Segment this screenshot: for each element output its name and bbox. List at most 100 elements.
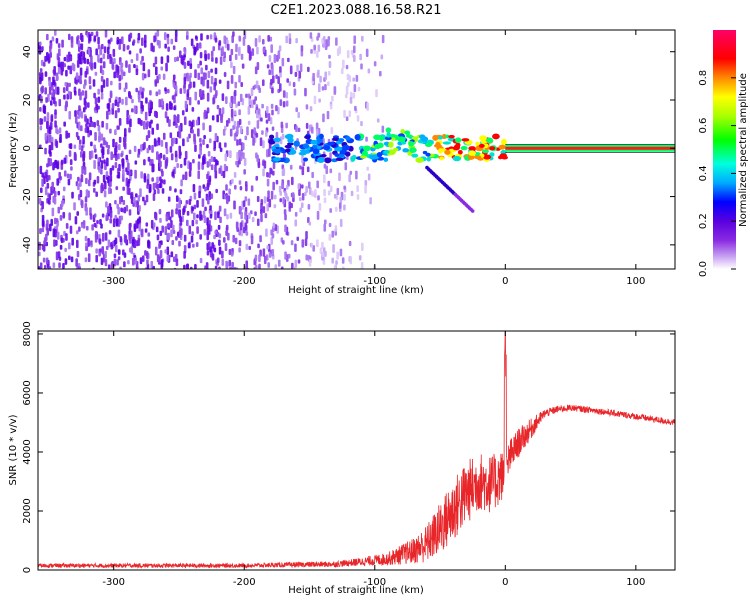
heatmap-cell	[256, 120, 260, 129]
heatmap-cell	[139, 257, 143, 265]
heatmap-cell	[55, 251, 59, 261]
heatmap-cell	[177, 210, 181, 216]
heatmap-cell	[158, 73, 161, 80]
heatmap-cell	[112, 48, 116, 57]
signal-blob	[444, 149, 451, 155]
heatmap-cell	[151, 127, 155, 135]
heatmap-cell	[145, 251, 149, 259]
signal-blob	[499, 153, 507, 158]
heatmap-cell	[207, 227, 211, 235]
heatmap-cell	[70, 166, 73, 171]
heatmap-cell	[87, 238, 90, 247]
x-tick-label: -200	[233, 276, 256, 287]
heatmap-cell	[345, 116, 349, 122]
heatmap-cell	[103, 140, 107, 145]
heatmap-cell	[178, 125, 181, 133]
heatmap-cell	[305, 254, 309, 261]
heatmap-cell	[187, 242, 191, 249]
heatmap-cell	[296, 64, 299, 72]
heatmap-cell	[179, 216, 183, 226]
heatmap-cell	[271, 87, 274, 94]
heatmap-cell	[130, 58, 134, 64]
heatmap-cell	[116, 72, 119, 78]
heatmap-cell	[183, 77, 187, 85]
heatmap-cell	[100, 133, 104, 141]
heatmap-cell	[332, 244, 335, 253]
heatmap-cell	[84, 127, 88, 133]
heatmap-cell	[293, 88, 297, 96]
heatmap-cell	[279, 72, 282, 78]
heatmap-cell	[188, 120, 192, 127]
signal-blob	[320, 153, 327, 158]
heatmap-cell	[76, 265, 80, 269]
heatmap-cell	[281, 57, 285, 67]
heatmap-cell	[153, 35, 156, 43]
heatmap-cell	[229, 212, 233, 219]
heatmap-cell	[238, 138, 242, 146]
heatmap-cell	[229, 150, 232, 159]
heatmap-cell	[333, 264, 337, 269]
heatmap-cell	[356, 185, 359, 193]
heatmap-cell	[191, 206, 194, 212]
heatmap-cell	[225, 165, 229, 172]
heatmap-cell	[54, 109, 57, 115]
heatmap-cell	[48, 199, 51, 205]
heatmap-cell	[91, 224, 94, 231]
signal-blob	[400, 128, 406, 135]
heatmap-cell	[153, 189, 157, 195]
heatmap-cell	[273, 53, 277, 63]
heatmap-cell	[143, 141, 146, 150]
heatmap-cell	[214, 133, 218, 141]
heatmap-cell	[117, 107, 120, 113]
heatmap-cell	[202, 77, 205, 87]
x-tick-label: 0	[502, 276, 508, 287]
heatmap-cell	[154, 56, 158, 65]
heatmap-cell	[289, 164, 293, 170]
heatmap-cell	[130, 192, 133, 199]
heatmap-cell	[194, 69, 197, 79]
heatmap-cell	[260, 202, 263, 212]
heatmap-cell	[66, 54, 69, 63]
heatmap-cell	[245, 243, 249, 251]
heatmap-cell	[206, 92, 210, 102]
heatmap-cell	[160, 66, 164, 71]
heatmap-cell	[123, 87, 127, 93]
heatmap-cell	[258, 254, 261, 263]
heatmap-cell	[75, 72, 79, 80]
signal-blob	[420, 136, 429, 142]
signal-blob	[312, 148, 320, 155]
heatmap-cell	[183, 86, 186, 94]
heatmap-cell	[285, 35, 288, 44]
heatmap-cell	[262, 206, 266, 214]
heatmap-cell	[61, 39, 64, 48]
heatmap-cell	[182, 174, 185, 180]
heatmap-cell	[174, 30, 178, 38]
heatmap-cell	[57, 67, 61, 75]
heatmap-cell	[196, 214, 199, 219]
heatmap-cell	[79, 75, 82, 85]
heatmap-cell	[166, 246, 170, 255]
heatmap-cell	[171, 137, 174, 147]
heatmap-cell	[376, 118, 380, 123]
heatmap-cell	[104, 250, 107, 259]
signal-blob	[304, 135, 311, 140]
heatmap-cell	[118, 44, 122, 50]
heatmap-cell	[195, 219, 198, 225]
heatmap-cell	[165, 159, 168, 167]
heatmap-cell	[38, 251, 41, 257]
signal-blob	[379, 135, 384, 142]
heatmap-cell	[224, 243, 228, 252]
heatmap-cell	[81, 165, 84, 175]
heatmap-cell	[77, 183, 80, 191]
heatmap-cell	[164, 249, 168, 254]
heatmap-cell	[127, 162, 130, 171]
heatmap-cell	[38, 197, 42, 205]
heatmap-cell	[220, 115, 223, 124]
heatmap-cell	[256, 46, 259, 55]
heatmap-cell	[348, 110, 352, 118]
signal-blob	[273, 137, 282, 142]
heatmap-cell	[240, 82, 244, 88]
heatmap-cell	[136, 266, 139, 269]
heatmap-cell	[355, 170, 358, 180]
heatmap-cell	[224, 142, 227, 148]
